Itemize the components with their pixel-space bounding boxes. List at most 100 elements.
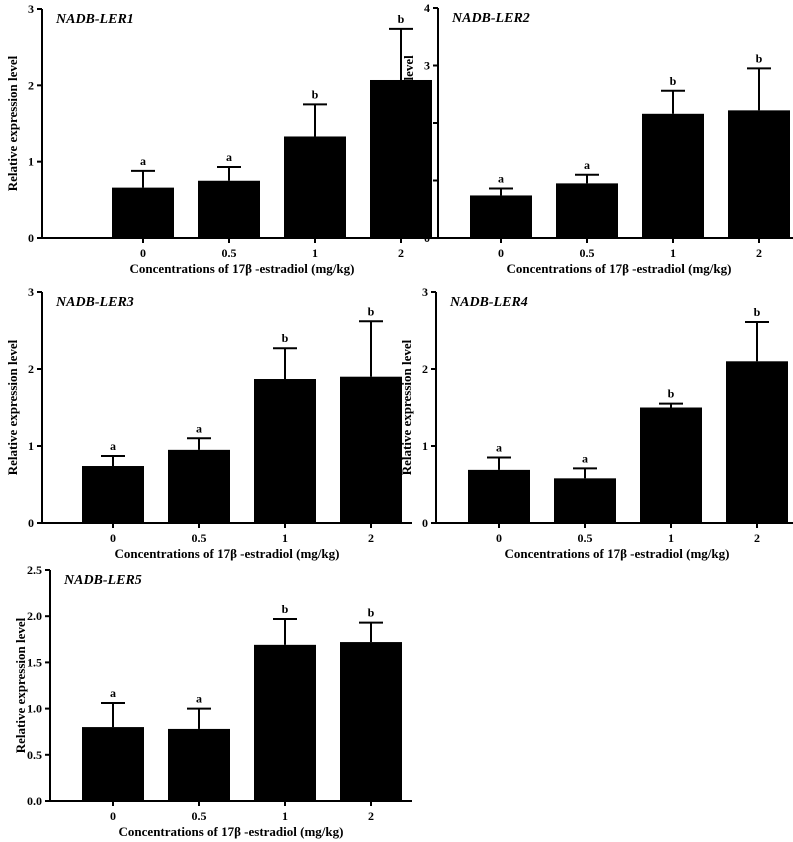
bar [340,642,402,801]
bar [640,407,702,523]
significance-letter: a [226,150,232,164]
y-tick-label: 3 [422,285,428,299]
bar [554,478,616,523]
y-tick-label: 2 [422,362,428,376]
bar [82,466,144,523]
significance-letter: b [756,51,763,65]
y-tick-label: 2 [424,116,430,130]
bar [168,449,230,523]
x-tick-label: 2 [756,246,762,260]
y-tick-label: 0 [422,516,428,530]
y-tick-label: 1.5 [27,655,42,669]
significance-letter: a [196,421,202,435]
chart-nadb-ler4: 0 1 2 3 a 0 a 0.5 b 1 b 2 Concentrations of 17β -est… [399,285,793,561]
x-tick-label: 2 [368,809,374,823]
chart-nadb-ler5: 0.0 0.5 1.0 1.5 2.0 2.5 a 0 a 0.5 b 1 b 2 Concentratio… [13,563,412,839]
y-tick-label: 2 [28,78,34,92]
y-tick-label: 0.5 [27,748,42,762]
y-tick-label: 2 [28,362,34,376]
x-axis-label: Concentrations of 17β -estradiol (mg/kg) [130,261,355,276]
y-tick-label: 4 [424,1,430,15]
significance-letter: b [312,87,319,101]
significance-letter: b [368,304,375,318]
bar [556,183,618,238]
significance-letter: a [110,686,116,700]
x-tick-label: 2 [368,531,374,545]
significance-letter: a [496,441,502,455]
y-tick-label: 3 [28,285,34,299]
y-tick-label: 0.0 [27,794,42,808]
bar [642,113,704,238]
significance-letter: a [582,451,588,465]
y-tick-label: 1 [422,439,428,453]
x-tick-label: 1 [282,809,288,823]
y-axis-label: Relative expression level [5,55,20,191]
significance-letter: b [670,74,677,88]
bar [468,469,530,523]
significance-letter: b [668,387,675,401]
bar [726,361,788,523]
y-axis-label: Relative expression level [399,339,414,475]
bar [82,727,144,801]
y-tick-label: 1 [424,174,430,188]
significance-letter: b [754,305,761,319]
significance-letter: a [110,439,116,453]
bar [168,728,230,801]
x-tick-label: 0 [140,246,146,260]
panel-title: NADB-LER5 [63,573,142,588]
chart-nadb-ler2: 0 1 2 3 4 a 0 a 0.5 b 1 b 2 Concentrations of 17β -es… [401,1,793,276]
x-tick-label: 0.5 [222,246,237,260]
x-axis-label: Concentrations of 17β -estradiol (mg/kg) [505,546,730,561]
significance-letter: a [498,172,504,186]
x-tick-label: 0 [110,531,116,545]
y-tick-label: 1.0 [27,702,42,716]
chart-nadb-ler3: 0 1 2 3 a 0 a 0.5 b 1 b 2 Concentrations of 17β -est… [5,285,412,561]
x-tick-label: 1 [668,531,674,545]
panel-title: NADB-LER1 [55,12,134,27]
y-tick-label: 2.5 [27,563,42,577]
x-tick-label: 2 [754,531,760,545]
significance-letter: a [196,692,202,706]
x-axis-label: Concentrations of 17β -estradiol (mg/kg) [115,546,340,561]
bar [198,180,260,238]
x-tick-label: 0.5 [192,809,207,823]
bar [112,187,174,238]
panel-title: NADB-LER4 [449,295,528,310]
significance-letter: b [282,602,289,616]
x-tick-label: 0 [110,809,116,823]
y-axis-label: Relative expression level [401,55,416,191]
panel-title: NADB-LER3 [55,295,134,310]
chart-nadb-ler1: 0 1 2 3 a 0 a 0.5 b 1 b 2 Concentrations of 17β -est… [5,2,442,276]
x-tick-label: 2 [398,246,404,260]
x-axis-label: Concentrations of 17β -estradiol (mg/kg) [507,261,732,276]
y-tick-label: 1 [28,439,34,453]
y-tick-label: 2.0 [27,609,42,623]
y-tick-label: 0 [28,516,34,530]
x-tick-label: 1 [282,531,288,545]
bar [284,136,346,238]
y-tick-label: 1 [28,155,34,169]
y-axis-label: Relative expression level [13,617,28,753]
significance-letter: b [282,331,289,345]
x-tick-label: 0 [496,531,502,545]
panel-title: NADB-LER2 [451,11,530,26]
bar [470,195,532,238]
significance-letter: b [398,12,405,26]
y-tick-label: 0 [424,231,430,245]
x-tick-label: 0.5 [192,531,207,545]
x-tick-label: 1 [312,246,318,260]
bar [370,79,432,239]
y-tick-label: 0 [28,231,34,245]
x-tick-label: 0 [498,246,504,260]
y-tick-label: 3 [28,2,34,16]
y-axis-label: Relative expression level [5,339,20,475]
x-axis-label: Concentrations of 17β -estradiol (mg/kg) [119,824,344,839]
bar [340,376,402,523]
bar [254,379,316,523]
significance-letter: b [368,606,375,620]
x-tick-label: 1 [670,246,676,260]
bar [728,110,790,238]
significance-letter: a [584,158,590,172]
x-tick-label: 0.5 [580,246,595,260]
x-tick-label: 0.5 [578,531,593,545]
